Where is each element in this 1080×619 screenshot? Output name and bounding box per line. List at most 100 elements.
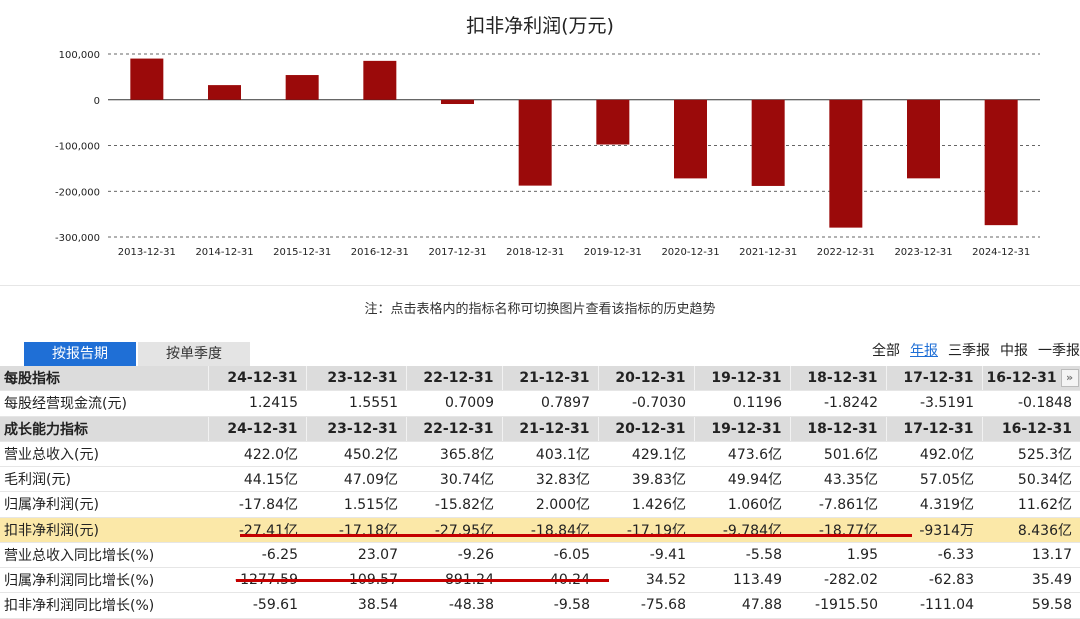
table-cell: -1915.50: [790, 592, 886, 619]
table-cell: -5.58: [694, 542, 790, 569]
table-cell: 59.58: [982, 592, 1080, 619]
x-tick-label: 2015-12-31: [273, 247, 331, 258]
table-cell: 2.000亿: [502, 491, 598, 518]
section-title: 每股指标: [0, 366, 208, 392]
column-header-label: 19-12-31: [711, 370, 782, 387]
column-header-label: 16-12-31: [986, 370, 1057, 387]
table-cell: 113.49: [694, 567, 790, 594]
section-title: 成长能力指标: [0, 416, 208, 442]
table-cell: -6.05: [502, 542, 598, 569]
x-tick-label: 2013-12-31: [118, 247, 176, 258]
table-cell: -27.95亿: [406, 517, 502, 543]
column-header: 24-12-31: [207, 416, 306, 442]
metric-name[interactable]: 扣非净利润(元): [0, 517, 208, 543]
net-profit-chart: 扣非净利润(万元) 100,000 0 -100,000 -200,000 -300,00…: [0, 0, 1080, 272]
period-filters: 全部 年报 三季报 中报 一季报: [872, 340, 1080, 360]
table-cell: 1.426亿: [598, 491, 694, 518]
metric-name[interactable]: 归属净利润(元): [0, 491, 208, 518]
column-header: 21-12-31: [501, 416, 598, 442]
metric-name[interactable]: 归属净利润同比增长(%): [0, 567, 208, 594]
column-header-label: 17-12-31: [903, 420, 974, 437]
table-cell: 492.0亿: [886, 441, 982, 468]
table-cell: -75.68: [598, 592, 694, 619]
column-header: 18-12-31: [789, 416, 886, 442]
table-row: 扣非净利润(元) -27.41亿 -17.18亿 -27.95亿 -18.84亿 -17.…: [0, 517, 1080, 543]
table-cell: -7.861亿: [790, 491, 886, 518]
table-cell: -18.77亿: [790, 517, 886, 543]
table-cell: 525.3亿: [982, 441, 1080, 468]
x-tick-label: 2017-12-31: [428, 247, 486, 258]
column-header: 17-12-31: [885, 366, 982, 392]
table-cell: -62.83: [886, 567, 982, 594]
table-cell: -59.61: [208, 592, 306, 619]
filter-all[interactable]: 全部: [872, 343, 900, 359]
column-header-label: 22-12-31: [423, 420, 494, 437]
table-cell: -17.84亿: [208, 491, 306, 518]
table-cell: -27.41亿: [208, 517, 306, 543]
table-cell: 1.5551: [306, 390, 406, 417]
filter-annual[interactable]: 年报: [910, 343, 938, 359]
table-row: 归属净利润(元) -17.84亿 1.515亿 -15.82亿 2.000亿 1.426亿…: [0, 491, 1080, 518]
column-header-label: 23-12-31: [327, 370, 398, 387]
x-tick-label: 2021-12-31: [739, 247, 797, 258]
x-tick-label: 2018-12-31: [506, 247, 564, 258]
bar: [285, 75, 319, 100]
column-header-label: 24-12-31: [227, 420, 298, 437]
y-tick-label: 100,000: [59, 50, 100, 61]
x-tick-label: 2016-12-31: [351, 247, 409, 258]
bar: [674, 99, 707, 179]
more-columns-button[interactable]: »: [1060, 369, 1079, 388]
table-cell: 47.09亿: [306, 466, 406, 493]
table-row: 扣非净利润同比增长(%) -59.61 38.54 -48.38 -9.58 -75.68…: [0, 592, 1080, 619]
table-cell: 1.2415: [208, 390, 306, 417]
column-header: 20-12-31: [597, 416, 694, 442]
table-cell: 11.62亿: [982, 491, 1080, 518]
column-header: 18-12-31: [789, 366, 886, 392]
table-cell: -111.04: [886, 592, 982, 619]
y-tick-label: -300,000: [55, 233, 100, 244]
column-header-label: 21-12-31: [519, 420, 590, 437]
bar: [130, 58, 164, 100]
table-cell: -9.41: [598, 542, 694, 569]
metric-name[interactable]: 毛利润(元): [0, 466, 208, 493]
table-cell: 0.7897: [502, 390, 598, 417]
table-cell: -18.84亿: [502, 517, 598, 543]
table-cell: 44.15亿: [208, 466, 306, 493]
table-cell: 50.34亿: [982, 466, 1080, 493]
section-header-row: 每股指标 24-12-31 23-12-31 22-12-31 21-12-31 20-1…: [0, 366, 1080, 392]
column-header-label: 17-12-31: [903, 370, 974, 387]
column-header: 20-12-31: [597, 366, 694, 392]
metric-name[interactable]: 扣非净利润同比增长(%): [0, 592, 208, 619]
table-cell: -48.38: [406, 592, 502, 619]
table-cell: -3.5191: [886, 390, 982, 417]
metric-name[interactable]: 每股经营现金流(元): [0, 390, 208, 417]
column-header: 17-12-31: [885, 416, 982, 442]
table-cell: -17.19亿: [598, 517, 694, 543]
filter-semiannual[interactable]: 中报: [1000, 343, 1028, 359]
column-header-label: 16-12-31: [1001, 420, 1072, 437]
column-header-label: 19-12-31: [711, 420, 782, 437]
table-cell: 450.2亿: [306, 441, 406, 468]
red-underline-deducted-profit: [240, 534, 912, 537]
column-header-label: 20-12-31: [615, 420, 686, 437]
metric-name[interactable]: 营业总收入(元): [0, 441, 208, 468]
table-row: 每股经营现金流(元) 1.2415 1.5551 0.7009 0.7897 -0.703…: [0, 390, 1080, 417]
column-header: 24-12-31: [207, 366, 306, 392]
column-header: 23-12-31: [305, 416, 406, 442]
tab-report-period[interactable]: 按报告期: [24, 342, 136, 366]
table-cell: 1.515亿: [306, 491, 406, 518]
metric-name[interactable]: 营业总收入同比增长(%): [0, 542, 208, 569]
filter-q3[interactable]: 三季报: [948, 343, 990, 359]
table-cell: -282.02: [790, 567, 886, 594]
table-cell: -6.33: [886, 542, 982, 569]
tab-single-quarter[interactable]: 按单季度: [138, 342, 250, 366]
x-tick-label: 2023-12-31: [894, 247, 952, 258]
x-tick-label: 2020-12-31: [661, 247, 719, 258]
bar: [441, 99, 474, 105]
table-cell: 0.1196: [694, 390, 790, 417]
table-cell: -9.26: [406, 542, 502, 569]
x-tick-label: 2014-12-31: [195, 247, 253, 258]
table-cell: -9314万: [886, 517, 982, 543]
filter-q1[interactable]: 一季报: [1038, 343, 1080, 359]
table-row: 毛利润(元) 44.15亿 47.09亿 30.74亿 32.83亿 39.83亿 49.9…: [0, 466, 1080, 493]
